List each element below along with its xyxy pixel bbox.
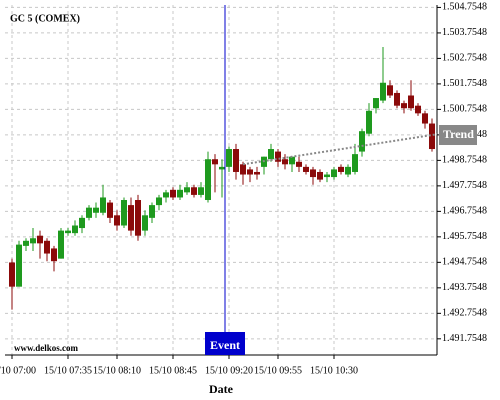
candle-body: [107, 202, 113, 218]
candle-body: [219, 166, 225, 170]
candle-body: [408, 95, 414, 109]
y-tick-label: 1.501.7548: [442, 78, 487, 89]
x-tick-label: 15/10 08:10: [93, 365, 141, 376]
candle-body: [44, 240, 50, 254]
candle-body: [170, 189, 176, 198]
candle-body: [310, 169, 316, 178]
trend-line: [242, 133, 438, 166]
y-tick-label: 1.491.7548: [442, 333, 487, 344]
trend-label: Trend: [443, 127, 474, 141]
candle-body: [324, 174, 330, 178]
candle-body: [387, 85, 393, 96]
y-tick-label: 1.493.7548: [442, 282, 487, 293]
candle-body: [429, 123, 435, 150]
candle-body: [275, 151, 281, 162]
candle-body: [247, 169, 253, 175]
candle-body: [198, 187, 204, 195]
candle-body: [373, 98, 379, 109]
candle-body: [58, 230, 64, 259]
candle-body: [184, 187, 190, 193]
candle-body: [51, 248, 57, 262]
event-label-box: [205, 332, 245, 355]
y-tick-label: 1.492.7548: [442, 308, 487, 319]
candle-body: [156, 197, 162, 206]
candle-body: [72, 225, 78, 234]
plot-area: [5, 5, 437, 355]
candle-body: [359, 131, 365, 152]
y-tick-label: 1.495.7548: [442, 231, 487, 242]
y-tick-label: 1.503.7548: [442, 27, 487, 38]
candle-body: [114, 215, 120, 226]
candle-body: [282, 159, 288, 165]
candle-body: [191, 187, 197, 195]
candle-body: [135, 200, 141, 236]
candle-body: [366, 110, 372, 134]
candle-body: [380, 82, 386, 101]
event-label: Event: [210, 338, 240, 352]
candle-body: [9, 262, 15, 287]
y-tick-label: 1.498.7548: [442, 155, 487, 166]
candle-body: [128, 205, 134, 231]
candle-body: [254, 171, 260, 175]
x-tick-label: 15/10 08:45: [149, 365, 197, 376]
candle-body: [415, 105, 421, 114]
candle-body: [142, 215, 148, 231]
y-tick-label: 1.496.7548: [442, 206, 487, 217]
candle-body: [352, 154, 358, 172]
watermark: www.delkos.com: [14, 343, 79, 353]
candle-body: [86, 207, 92, 218]
candle-body: [37, 235, 43, 244]
candle-body: [331, 169, 337, 178]
candle-body: [296, 161, 302, 167]
x-tick-label: 15/10 09:20: [205, 365, 253, 376]
y-tick-label: 1.504.7548: [442, 2, 487, 13]
candle-body: [338, 166, 344, 172]
candle-body: [79, 217, 85, 229]
candle-body: [65, 230, 71, 234]
y-tick-label: 1.500.7548: [442, 104, 487, 115]
candle-body: [240, 164, 246, 175]
y-tick-label: 1.497.7548: [442, 180, 487, 191]
candle-body: [16, 244, 22, 287]
y-tick-label: 1.494.7548: [442, 257, 487, 268]
x-tick-label: 15/10 07:00: [0, 365, 36, 376]
candle-body: [303, 166, 309, 172]
x-axis-title: Date: [209, 382, 234, 396]
candle-body: [317, 171, 323, 180]
candle-body: [100, 197, 106, 213]
candle-body: [345, 166, 351, 175]
candle-body: [23, 240, 29, 246]
x-tick-label: 15/10 10:30: [310, 365, 358, 376]
candle-body: [30, 238, 36, 244]
x-tick-label: 15/10 09:55: [254, 365, 302, 376]
candle-body: [205, 159, 211, 201]
y-tick-label: 1.502.7548: [442, 53, 487, 64]
candle-body: [394, 92, 400, 106]
x-tick-label: 15/10 07:35: [44, 365, 92, 376]
candle-body: [93, 207, 99, 213]
candle-body: [289, 156, 295, 165]
candle-body: [163, 192, 169, 198]
grid: [5, 5, 437, 355]
chart-title: GC 5 (COMEX): [10, 13, 80, 24]
candle-body: [268, 149, 274, 160]
candle-body: [233, 149, 239, 172]
candle-body: [121, 200, 127, 226]
trend-label-box: [439, 125, 477, 146]
candle-body: [212, 159, 218, 165]
candles: [9, 47, 435, 310]
candle-body: [422, 113, 428, 124]
candle-body: [177, 189, 183, 198]
candle-body: [401, 103, 407, 109]
candle-body: [149, 205, 155, 218]
candle-body: [226, 149, 232, 167]
